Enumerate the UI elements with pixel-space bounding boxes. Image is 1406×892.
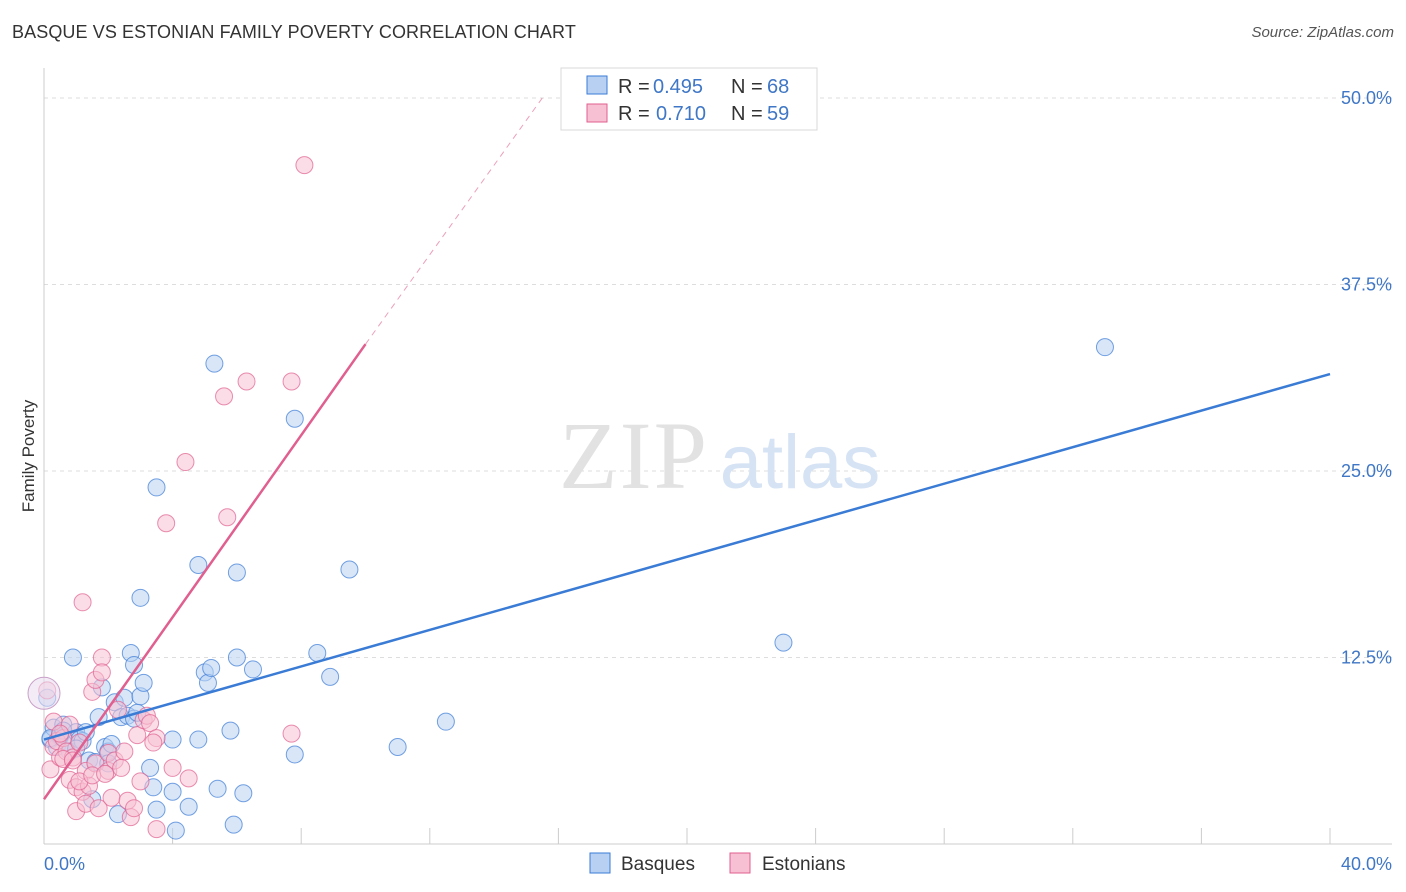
estonians-point-32 xyxy=(128,726,147,745)
estonians-point-39 xyxy=(157,514,176,533)
estonians-point-31 xyxy=(125,799,144,818)
estonians-point-0 xyxy=(41,760,60,779)
legend-n-value-estonians: 59 xyxy=(767,103,789,125)
y-tick-label-0: 12.5% xyxy=(1341,648,1392,668)
estonians-point-41 xyxy=(176,453,195,472)
y-axis-title: Family Poverty xyxy=(19,399,38,512)
legend-r-value-estonians: 0.710 xyxy=(656,103,706,125)
legend-n-value-basques: 68 xyxy=(767,76,789,98)
estonians-point-28 xyxy=(115,742,134,761)
estonians-point-57 xyxy=(96,764,115,783)
x-tick-label-min: 0.0% xyxy=(44,854,85,874)
basques-point-37 xyxy=(163,730,182,749)
basques-point-31 xyxy=(134,673,153,692)
basques-point-43 xyxy=(198,673,217,692)
x-tick-label-max: 40.0% xyxy=(1341,854,1392,874)
y-tick-label-1: 25.0% xyxy=(1341,461,1392,481)
basques-point-58 xyxy=(388,738,407,757)
trend-lines xyxy=(42,97,1331,800)
estonians-point-38 xyxy=(147,820,166,839)
basques-point-35 xyxy=(147,800,166,819)
y-tick-label-2: 37.5% xyxy=(1341,275,1392,295)
basques-point-47 xyxy=(221,721,240,740)
basques-point-56 xyxy=(321,667,340,686)
data-points xyxy=(27,156,1114,840)
basques-point-32 xyxy=(141,758,160,777)
basques-point-54 xyxy=(285,409,304,428)
estonians-point-43 xyxy=(215,387,234,406)
watermark-zip: ZIP xyxy=(559,402,709,509)
basques-point-45 xyxy=(205,354,224,373)
bottom-legend-swatch-basques xyxy=(589,852,611,874)
basques-point-48 xyxy=(224,815,243,834)
basques-point-60 xyxy=(774,633,793,652)
bottom-legend-label-estonians: Estonians xyxy=(762,854,845,875)
axes xyxy=(43,68,1392,845)
basques-point-49 xyxy=(227,648,246,667)
legend-swatch-basques xyxy=(586,75,608,95)
bottom-legend: Basques Estonians xyxy=(589,852,845,875)
watermark-atlas: atlas xyxy=(720,420,881,505)
basques-point-39 xyxy=(179,797,198,816)
chart-title: BASQUE VS ESTONIAN FAMILY POVERTY CORREL… xyxy=(12,22,576,42)
basques-point-7 xyxy=(63,648,82,667)
y-tick-labels: 12.5% 25.0% 37.5% 50.0% xyxy=(1341,88,1392,668)
legend-r-label-estonians: R = xyxy=(618,103,650,125)
estonians-trend-extension xyxy=(365,97,543,345)
basques-point-46 xyxy=(208,779,227,798)
estonians-point-47 xyxy=(282,724,301,743)
estonians-point-40 xyxy=(163,758,182,777)
basques-point-44 xyxy=(202,658,221,677)
basques-point-52 xyxy=(243,660,262,679)
basques-point-41 xyxy=(189,555,208,574)
basques-point-40 xyxy=(189,730,208,749)
estonians-point-48 xyxy=(295,156,314,175)
source-label: Source: ZipAtlas.com xyxy=(1251,24,1394,41)
estonians-point-20 xyxy=(89,799,108,818)
basques-point-57 xyxy=(340,560,359,579)
bottom-legend-label-basques: Basques xyxy=(621,854,695,875)
overlap-bubble xyxy=(27,676,61,710)
estonians-point-42 xyxy=(179,769,198,788)
basques-point-36 xyxy=(163,782,182,801)
basques-point-34 xyxy=(147,478,166,497)
legend-n-label-estonians: N = xyxy=(731,103,763,125)
estonians-point-58 xyxy=(144,733,163,752)
estonians-point-36 xyxy=(141,714,160,733)
estonians-point-33 xyxy=(131,772,150,791)
basques-trend-line xyxy=(43,372,1331,741)
basques-point-61 xyxy=(1095,338,1114,357)
y-tick-label-3: 50.0% xyxy=(1341,88,1392,108)
basques-point-50 xyxy=(227,563,246,582)
estonians-point-25 xyxy=(102,788,121,807)
estonians-trend-line xyxy=(42,343,367,800)
estonians-point-46 xyxy=(282,372,301,391)
legend-swatch-estonians xyxy=(586,103,608,123)
basques-point-29 xyxy=(131,588,150,607)
estonians-point-44 xyxy=(218,508,237,527)
basques-point-59 xyxy=(436,712,455,731)
estonians-point-52 xyxy=(73,593,92,612)
basques-point-15 xyxy=(89,708,108,727)
legend-r-label-basques: R = xyxy=(618,76,650,98)
basques-point-38 xyxy=(166,821,185,840)
legend-box: R = 0.495 N = 68 R = 0.710 N = 59 xyxy=(560,67,818,131)
basques-point-51 xyxy=(234,784,253,803)
estonians-point-56 xyxy=(112,758,131,777)
legend-n-label-basques: N = xyxy=(731,76,763,98)
estonians-point-22 xyxy=(92,663,111,682)
bottom-legend-swatch-estonians xyxy=(729,852,751,874)
estonians-point-45 xyxy=(237,372,256,391)
basques-point-53 xyxy=(285,745,304,764)
legend-r-value-basques: 0.495 xyxy=(653,76,703,98)
grid-lines xyxy=(44,97,1392,658)
